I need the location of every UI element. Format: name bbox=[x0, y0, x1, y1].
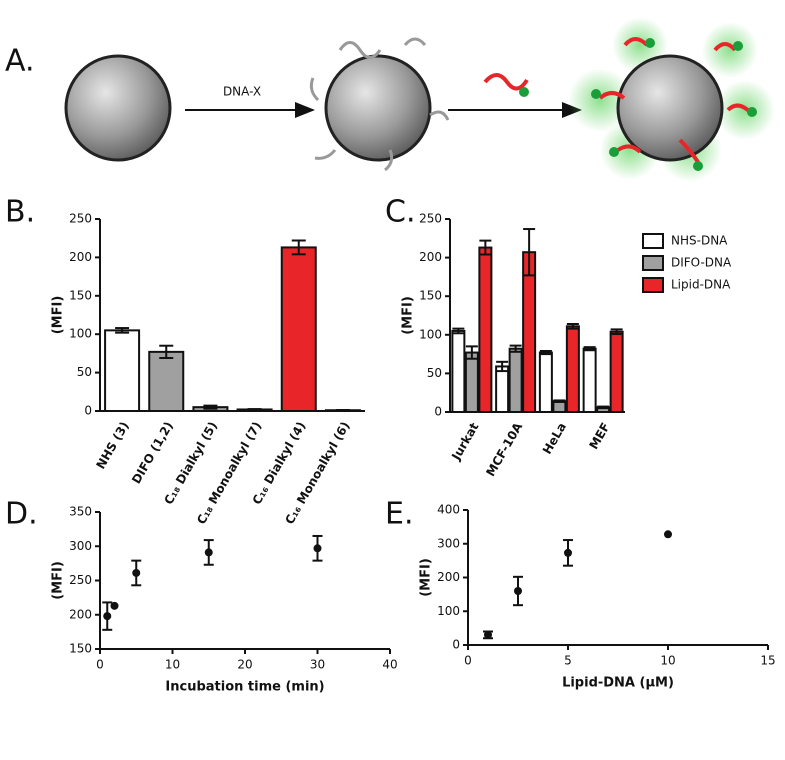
y-tick-label: 100 bbox=[69, 327, 92, 341]
x-tick-label: DIFO (1,2) bbox=[129, 419, 176, 486]
x-tick-label: 5 bbox=[564, 654, 572, 668]
bar bbox=[148, 350, 185, 413]
panel-label: D. bbox=[5, 497, 38, 532]
y-axis-label: (MFI) bbox=[419, 558, 434, 597]
point bbox=[514, 587, 522, 595]
y-tick-label: 200 bbox=[69, 607, 92, 621]
point bbox=[103, 612, 112, 621]
point bbox=[313, 544, 322, 553]
x-tick-label: 30 bbox=[310, 658, 325, 672]
panel-label: E. bbox=[385, 497, 414, 532]
y-tick-label: 300 bbox=[437, 536, 460, 550]
point bbox=[110, 601, 119, 610]
legend-label: NHS-DNA bbox=[671, 234, 728, 248]
y-tick-label: 50 bbox=[77, 365, 92, 379]
legend-swatch bbox=[642, 233, 664, 249]
bar bbox=[609, 330, 624, 414]
x-tick-label: Jurkat bbox=[449, 420, 482, 463]
y-tick-label: 400 bbox=[437, 503, 460, 517]
y-axis-label: (MFI) bbox=[51, 561, 66, 600]
x-tick-label: 20 bbox=[237, 658, 252, 672]
step-label: DNA-X bbox=[223, 85, 261, 99]
y-tick-label: 150 bbox=[69, 642, 92, 656]
x-tick-label: 10 bbox=[165, 658, 180, 672]
y-tick-label: 250 bbox=[69, 212, 92, 226]
legend-swatch bbox=[642, 255, 664, 271]
x-tick-label: MCF-10A bbox=[483, 420, 525, 479]
legend-label: Lipid-DNA bbox=[671, 278, 731, 292]
y-tick-label: 0 bbox=[84, 404, 92, 418]
bar bbox=[565, 325, 580, 414]
y-tick-label: 200 bbox=[69, 250, 92, 264]
bar bbox=[538, 351, 553, 413]
bar bbox=[104, 329, 141, 412]
y-tick-label: 250 bbox=[419, 212, 442, 226]
point bbox=[204, 548, 213, 557]
bar bbox=[582, 347, 597, 414]
bar bbox=[508, 347, 523, 414]
sphere bbox=[64, 54, 172, 162]
sphere bbox=[324, 54, 432, 162]
point bbox=[664, 530, 672, 539]
y-tick-label: 150 bbox=[69, 288, 92, 302]
x-tick-label: 0 bbox=[96, 658, 104, 672]
point bbox=[564, 548, 572, 557]
dye bbox=[519, 87, 529, 97]
x-axis-label: Incubation time (min) bbox=[165, 680, 324, 695]
point bbox=[484, 630, 492, 639]
y-axis-label: (MFI) bbox=[401, 296, 416, 335]
x-tick-label: 15 bbox=[760, 654, 775, 668]
panel-label: B. bbox=[5, 195, 35, 230]
y-tick-label: 350 bbox=[69, 505, 92, 519]
x-axis-label: Lipid-DNA (μM) bbox=[562, 676, 674, 691]
y-tick-label: 100 bbox=[437, 604, 460, 618]
bar bbox=[464, 351, 479, 413]
y-tick-label: 250 bbox=[69, 573, 92, 587]
panel-label: C. bbox=[385, 195, 415, 230]
labeled-sphere bbox=[568, 17, 775, 182]
x-tick-label: HeLa bbox=[540, 420, 569, 456]
y-tick-label: 100 bbox=[419, 327, 442, 341]
x-tick-label: 10 bbox=[660, 654, 675, 668]
dna-probe bbox=[483, 73, 529, 91]
x-tick-label: NHS (3) bbox=[93, 419, 131, 471]
bar bbox=[451, 329, 466, 413]
bar bbox=[495, 365, 510, 413]
y-tick-label: 0 bbox=[434, 405, 442, 419]
panel-label: A. bbox=[5, 44, 35, 79]
bar bbox=[280, 246, 317, 412]
y-tick-label: 200 bbox=[419, 250, 442, 264]
bar bbox=[478, 246, 493, 413]
x-tick-label: 0 bbox=[464, 654, 472, 668]
dna-strands bbox=[309, 37, 450, 172]
point bbox=[132, 568, 141, 577]
y-tick-label: 50 bbox=[427, 366, 442, 380]
y-axis-label: (MFI) bbox=[51, 296, 66, 335]
panel-a: A. DNA-X bbox=[5, 17, 775, 182]
y-tick-label: 150 bbox=[419, 289, 442, 303]
x-tick-label: MEF bbox=[586, 420, 612, 452]
legend-swatch bbox=[642, 277, 664, 293]
legend-label: DIFO-DNA bbox=[671, 256, 732, 270]
x-tick-label: 40 bbox=[382, 658, 397, 672]
y-tick-label: 300 bbox=[69, 539, 92, 553]
y-tick-label: 200 bbox=[437, 570, 460, 584]
y-tick-label: 0 bbox=[452, 638, 460, 652]
